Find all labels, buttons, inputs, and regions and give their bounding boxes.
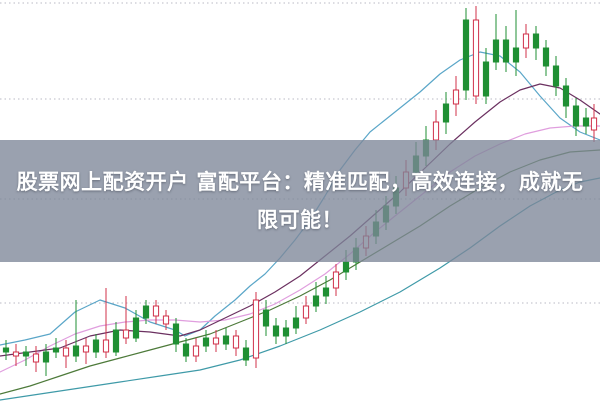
- promo-banner-text: 股票网上配资开户 富配平台：精准匹配，高效连接，成就无限可能！: [16, 170, 584, 232]
- promo-banner: 股票网上配资开户 富配平台：精准匹配，高效连接，成就无限可能！: [0, 140, 600, 262]
